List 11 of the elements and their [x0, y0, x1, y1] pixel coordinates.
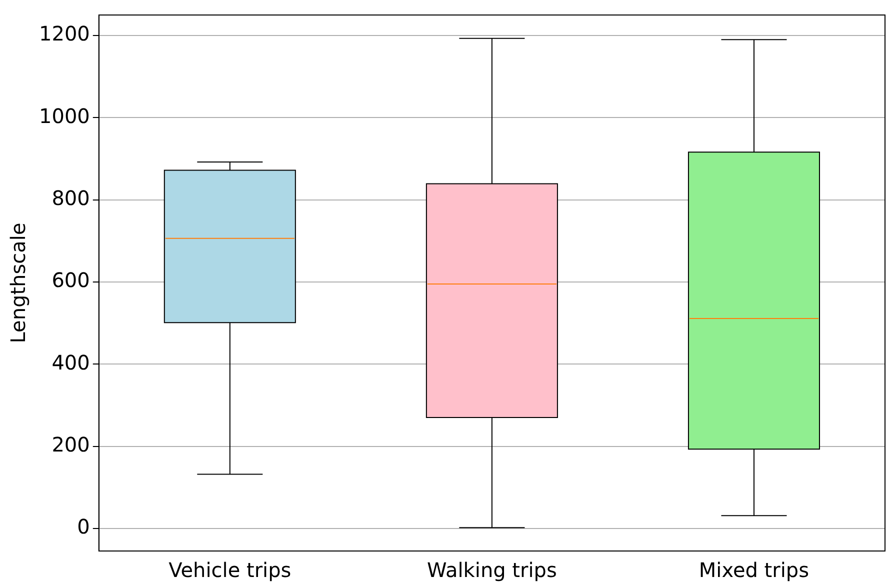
y-axis-title: Lengthscale [6, 222, 30, 344]
y-tick-label: 1000 [38, 104, 90, 128]
x-tick-label: Mixed trips [698, 558, 810, 582]
y-tick-label: 400 [52, 350, 90, 374]
x-tick-label: Vehicle trips [168, 558, 292, 582]
y-tick-label: 800 [52, 186, 90, 210]
y-tick-label: 1200 [38, 22, 90, 46]
y-tick-label: 200 [52, 432, 90, 456]
y-tick-label: 0 [77, 514, 90, 539]
x-tick-label: Walking trips [426, 558, 557, 582]
y-tick-label: 600 [52, 268, 90, 292]
